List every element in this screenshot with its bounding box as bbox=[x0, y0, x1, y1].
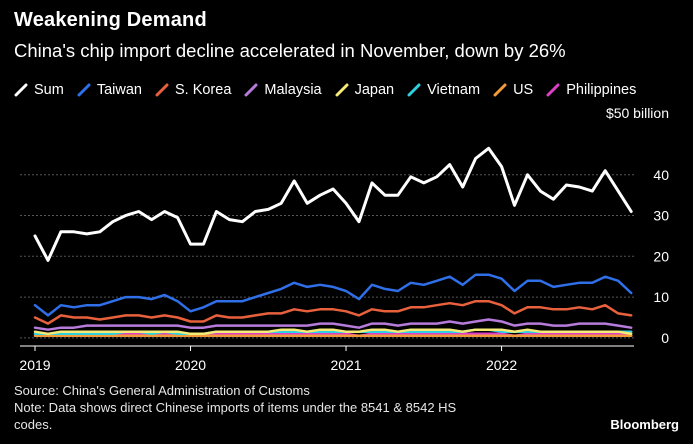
chart-title: Weakening Demand bbox=[14, 9, 207, 31]
data-note-line-1: Note: Data shows direct Chinese imports … bbox=[14, 400, 457, 415]
legend-label: Taiwan bbox=[96, 82, 142, 98]
legend-swatch-icon bbox=[244, 83, 258, 97]
legend-item-philippines: Philippines bbox=[546, 82, 636, 98]
legend-label: Philippines bbox=[566, 82, 637, 98]
legend-item-japan: Japan bbox=[335, 82, 395, 98]
legend-swatch-icon bbox=[77, 83, 91, 97]
y-tick-label: 10 bbox=[653, 289, 669, 305]
legend-swatch-icon bbox=[14, 83, 28, 97]
legend-item-s-korea: S. Korea bbox=[155, 82, 231, 98]
legend-swatch-icon bbox=[155, 83, 169, 97]
legend-label: Vietnam bbox=[427, 82, 481, 98]
y-tick-label: 0 bbox=[661, 330, 669, 346]
legend-label: Japan bbox=[354, 82, 395, 98]
y-unit-label: $50 billion bbox=[606, 105, 669, 121]
legend-item-us: US bbox=[493, 82, 533, 98]
series-line-taiwan bbox=[33, 273, 633, 317]
series-line-malaysia bbox=[33, 318, 633, 331]
legend-label: S. Korea bbox=[174, 82, 232, 98]
y-tick-label: 40 bbox=[653, 167, 669, 183]
legend: Sum Taiwan S. Korea Malaysia Japan Vietnam US P… bbox=[14, 82, 649, 98]
legend-label: Malaysia bbox=[264, 82, 322, 98]
x-tick-label: 2019 bbox=[19, 357, 50, 373]
data-note-line-2: codes. bbox=[14, 417, 53, 432]
series-line-japan bbox=[33, 328, 633, 336]
legend-swatch-icon bbox=[546, 83, 560, 97]
legend-item-sum: Sum bbox=[14, 82, 64, 98]
series-line-philippines bbox=[33, 332, 633, 338]
bloomberg-logo: Bloomberg bbox=[610, 417, 679, 432]
x-tick-label: 2020 bbox=[175, 357, 206, 373]
x-tick-label: 2022 bbox=[486, 357, 517, 373]
legend-swatch-icon bbox=[407, 83, 421, 97]
legend-swatch-icon bbox=[335, 83, 349, 97]
source-note: Source: China's General Administration o… bbox=[14, 383, 310, 398]
legend-label: Sum bbox=[34, 82, 64, 98]
legend-item-malaysia: Malaysia bbox=[244, 82, 322, 98]
footer: Source: China's General Administration o… bbox=[14, 382, 456, 433]
legend-item-vietnam: Vietnam bbox=[407, 82, 480, 98]
legend-swatch-icon bbox=[493, 83, 507, 97]
chart-subtitle: China's chip import decline accelerated … bbox=[14, 40, 566, 61]
series-line-sum bbox=[33, 146, 633, 262]
legend-item-taiwan: Taiwan bbox=[77, 82, 142, 98]
y-tick-label: 20 bbox=[653, 248, 669, 264]
legend-label: US bbox=[513, 82, 534, 98]
series-line-s-korea bbox=[33, 299, 633, 325]
y-tick-label: 30 bbox=[653, 208, 669, 224]
x-tick-label: 2021 bbox=[330, 357, 361, 373]
